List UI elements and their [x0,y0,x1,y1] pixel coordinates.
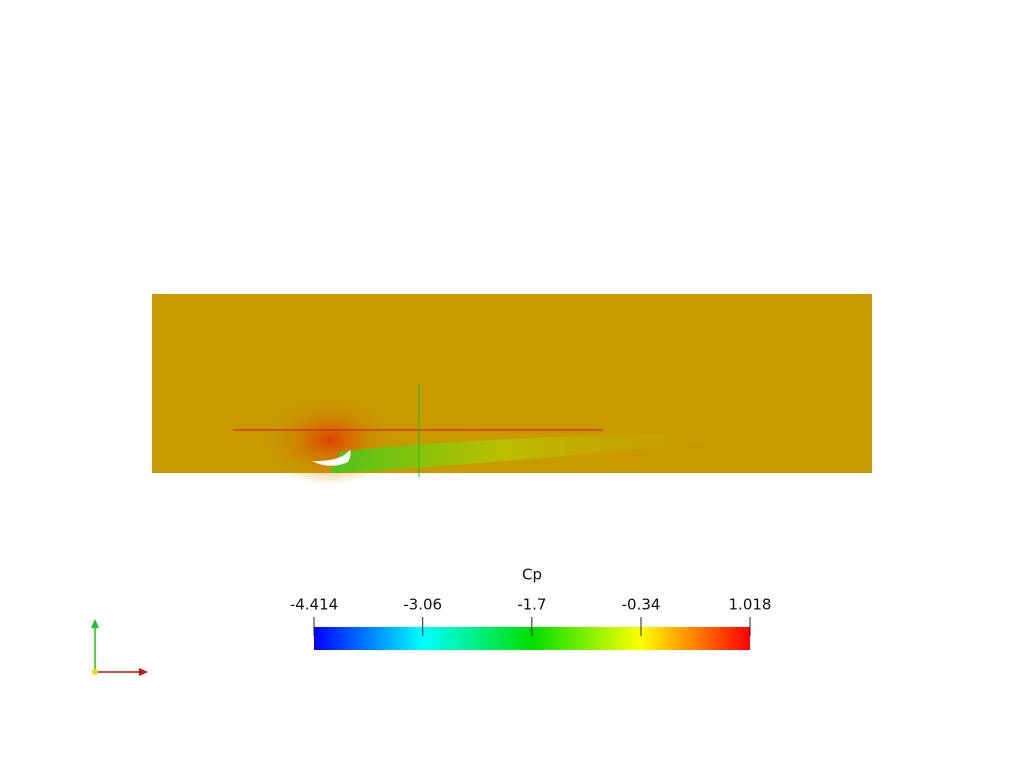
tick-label: -3.06 [403,596,442,614]
wake [330,430,760,473]
stagnation-region [260,395,400,485]
tick-label: 1.018 [729,596,772,614]
tick-label: -1.7 [517,596,546,614]
airfoil [312,450,351,466]
colorbar-ticks: -4.414 -3.06 -1.7 -0.34 1.018 [290,596,772,636]
colorbar-title: Cp [522,566,542,584]
y-axis-head [91,619,99,628]
z-axis [92,669,98,675]
tick-label: -0.34 [622,596,661,614]
x-axis-head [139,668,148,676]
tick-label: -4.414 [290,596,338,614]
